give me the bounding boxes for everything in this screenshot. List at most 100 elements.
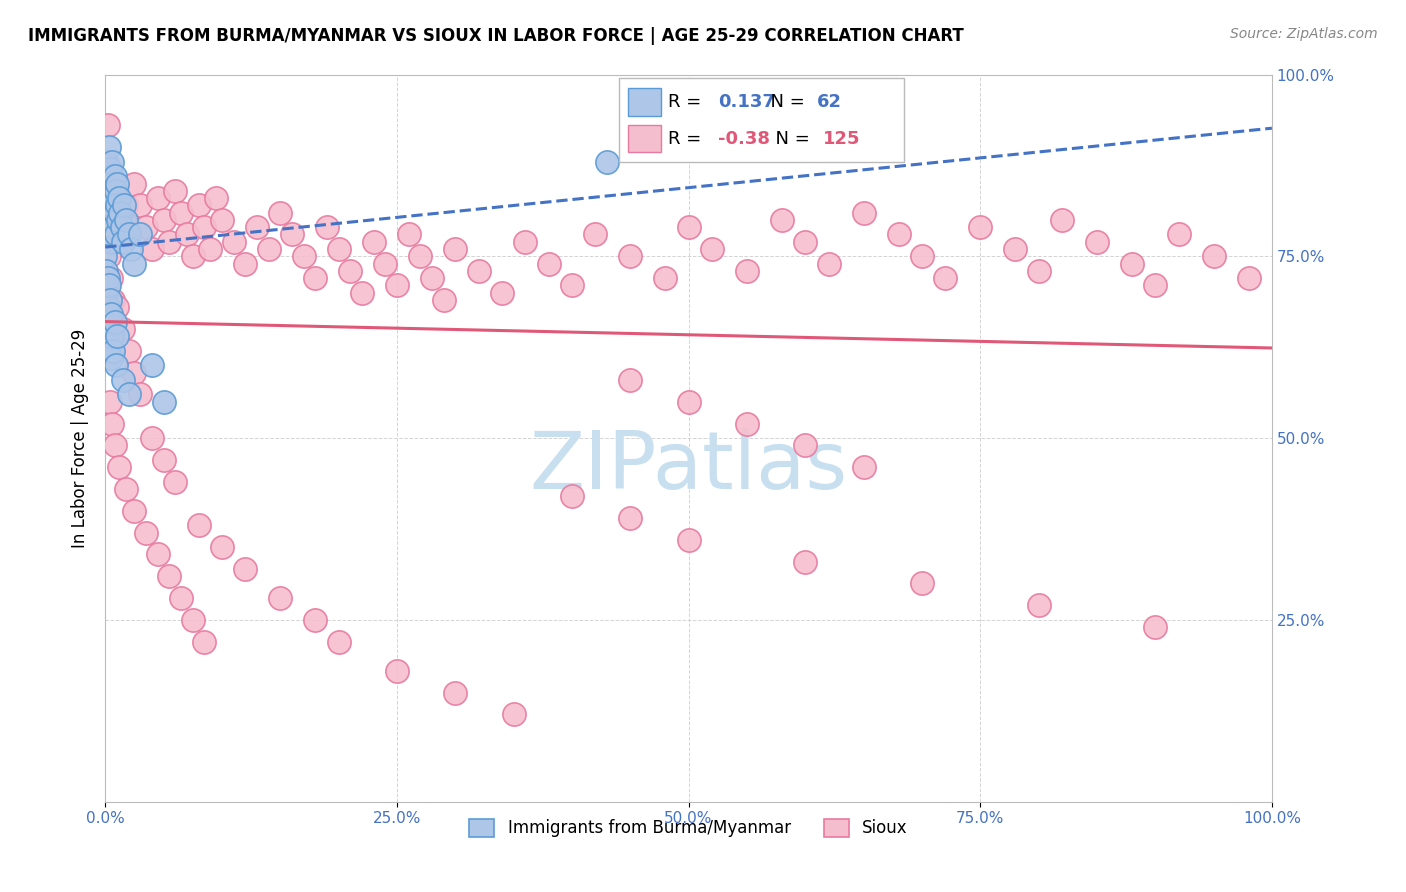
Point [269,591,291,605]
Point [105,177,128,191]
Point [101,154,124,169]
Point [1144,278,1167,293]
Point [146,547,169,561]
Text: R =: R = [668,129,707,147]
Point [97,220,120,235]
Point [502,707,524,722]
Point [96,169,118,184]
Point [129,198,152,212]
Point [111,322,134,336]
Point [135,220,157,235]
Point [96,154,118,169]
Point [141,242,163,256]
Point [170,591,193,605]
Point [100,213,122,227]
Point [181,613,204,627]
Point [96,177,118,191]
Legend: Immigrants from Burma/Myanmar, Sioux: Immigrants from Burma/Myanmar, Sioux [463,812,914,844]
Point [117,343,139,358]
Point [108,191,131,205]
Point [146,191,169,205]
Point [103,220,125,235]
Point [911,576,934,591]
Point [269,205,291,219]
Point [96,198,118,212]
Point [124,504,146,518]
Point [409,249,432,263]
Point [97,220,120,235]
Text: N =: N = [759,93,810,112]
Point [96,191,118,205]
Point [152,453,174,467]
Point [111,235,134,249]
Point [100,351,122,365]
Point [467,264,489,278]
Point [678,533,700,547]
Point [96,119,118,133]
Point [157,569,180,583]
Point [934,271,956,285]
Point [339,264,361,278]
Point [101,198,124,212]
Point [794,555,817,569]
Point [165,184,187,198]
Point [97,198,120,212]
Point [281,227,304,242]
Point [100,191,122,205]
Point [103,169,125,184]
Point [98,205,121,219]
Point [1121,256,1143,270]
Point [315,220,337,235]
Point [96,184,118,198]
Point [103,205,125,219]
Point [165,475,187,489]
Point [94,249,117,263]
Point [1144,620,1167,634]
Point [117,227,139,242]
Point [105,198,128,212]
Point [193,220,215,235]
Point [817,256,839,270]
FancyBboxPatch shape [628,88,661,116]
Point [96,213,118,227]
Point [852,460,875,475]
Point [129,387,152,401]
Point [432,293,454,307]
Point [115,213,138,227]
Point [111,235,134,249]
Point [385,278,408,293]
Point [211,540,233,554]
Point [444,685,467,699]
Point [211,213,233,227]
Point [97,249,120,263]
Text: N =: N = [765,129,815,147]
Point [619,249,641,263]
Point [97,177,120,191]
Point [103,184,125,198]
Point [770,213,793,227]
Point [96,205,118,219]
Point [96,285,118,300]
Point [444,242,467,256]
Point [176,227,198,242]
Point [1167,227,1189,242]
Point [170,205,193,219]
Text: ZIPatlas: ZIPatlas [530,428,848,506]
Point [420,271,443,285]
Point [101,177,124,191]
Point [104,227,127,242]
Point [561,278,583,293]
Point [157,235,180,249]
Point [96,271,118,285]
Point [97,140,120,154]
Point [222,235,245,249]
Point [794,235,817,249]
Point [233,562,256,576]
Point [187,198,209,212]
Point [583,227,606,242]
Point [124,177,146,191]
Text: -0.38: -0.38 [717,129,769,147]
Point [117,387,139,401]
Point [735,264,758,278]
Point [96,300,118,314]
